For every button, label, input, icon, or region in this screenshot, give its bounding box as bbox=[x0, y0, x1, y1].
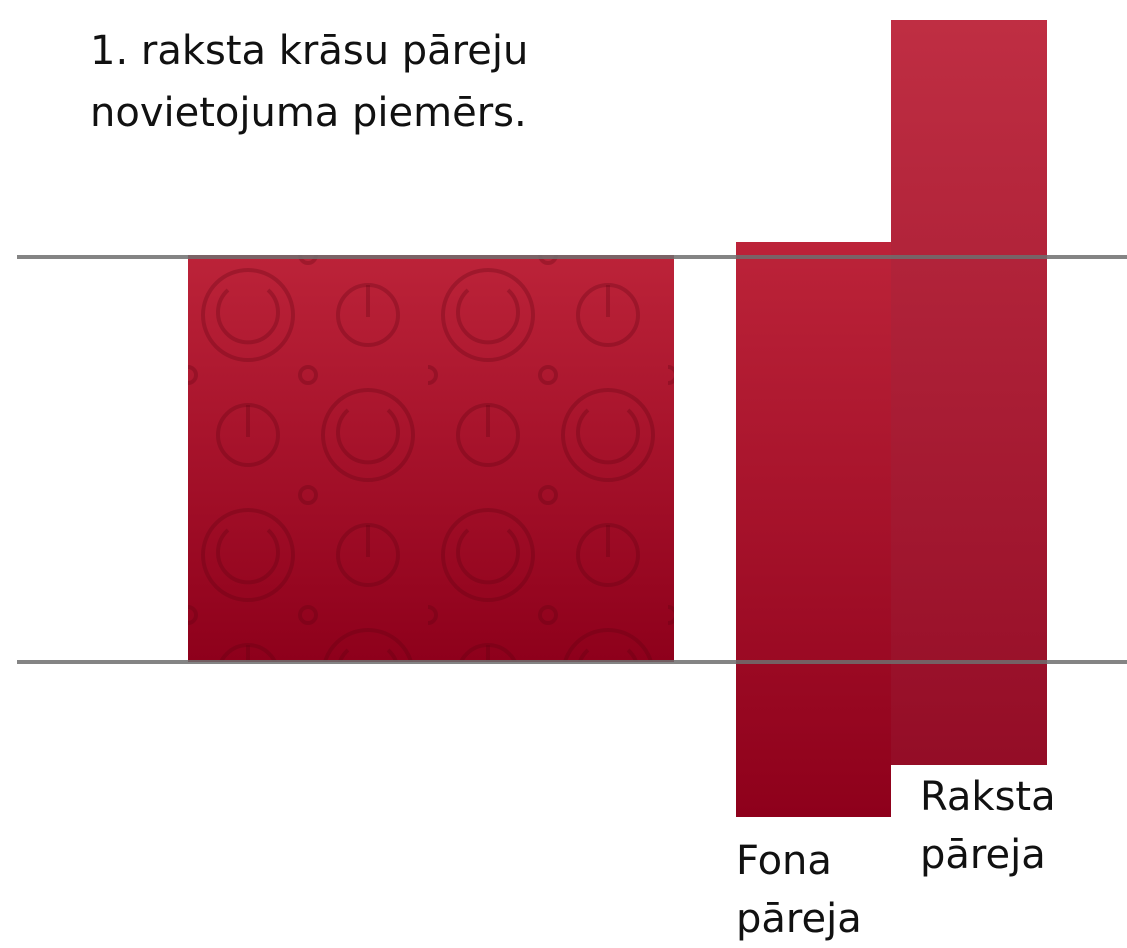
pattern-icons bbox=[188, 255, 674, 662]
label: Fona bbox=[736, 838, 832, 884]
page: {"title": {"lines": ["1. raksta krāsu pā… bbox=[0, 0, 1127, 944]
background-gradient-bar bbox=[736, 242, 891, 817]
pattern-gradient-bar bbox=[891, 20, 1047, 765]
diagram: 1. raksta krāsu pāreju novietojuma piemē… bbox=[0, 0, 1127, 944]
title-line: 1. raksta krāsu pāreju bbox=[90, 28, 528, 74]
label: pāreja bbox=[736, 896, 862, 942]
label: Raksta bbox=[920, 774, 1056, 820]
label: pāreja bbox=[920, 832, 1046, 878]
title-line: novietojuma piemērs. bbox=[90, 90, 527, 136]
